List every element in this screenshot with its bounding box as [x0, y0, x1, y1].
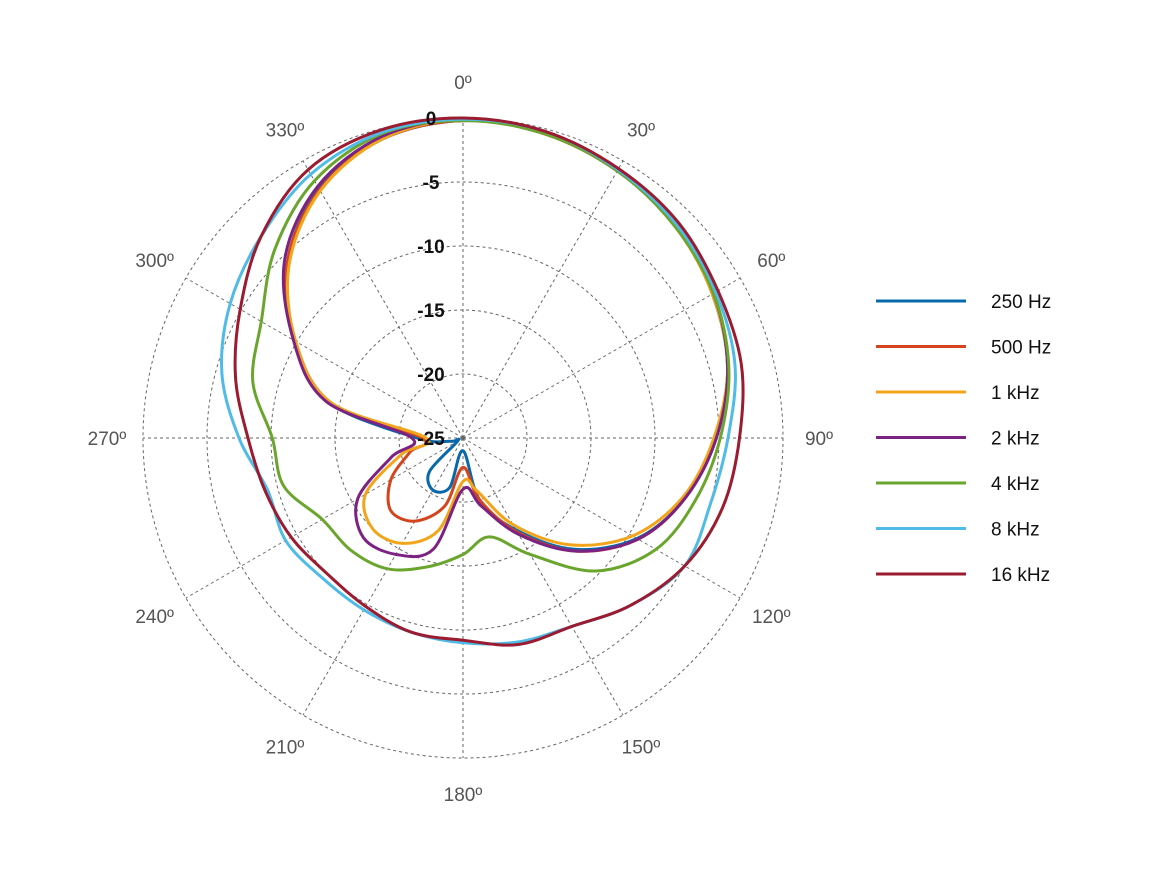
- legend-label: 500 Hz: [991, 338, 1051, 359]
- grid-circle: [398, 373, 528, 503]
- series-line-4-khz: [250, 119, 731, 573]
- grid-spoke: [462, 437, 741, 599]
- series-line-250-hz: [284, 119, 730, 552]
- grid-spoke: [185, 277, 464, 439]
- legend-item: 8 kHz: [876, 520, 1040, 541]
- legend: 250 Hz 500 Hz 1 kHz 2 kHz 4 kHz 8 kHz 16 kHz: [876, 292, 1051, 586]
- r-tick-label: -25: [417, 429, 445, 450]
- angle-tick-label: 210º: [266, 737, 305, 758]
- angle-tick-label: 90º: [805, 429, 833, 450]
- angle-tick-label: 0º: [454, 73, 472, 94]
- legend-label: 2 kHz: [991, 429, 1040, 450]
- series-line-16-khz: [233, 116, 745, 647]
- grid-spoke: [462, 437, 624, 716]
- series-line-500-hz: [284, 119, 730, 553]
- legend-label: 8 kHz: [991, 520, 1040, 541]
- legend-label: 250 Hz: [991, 292, 1051, 313]
- grid-spoke: [462, 160, 624, 439]
- legend-item: 1 kHz: [876, 383, 1040, 404]
- r-tick-label: -10: [417, 237, 444, 258]
- series-lines: [220, 116, 745, 647]
- grid-spoke: [302, 437, 464, 716]
- series-line-2-khz: [281, 117, 730, 559]
- legend-label: 16 kHz: [991, 565, 1050, 586]
- r-tick-label: -20: [417, 365, 444, 386]
- legend-item: 500 Hz: [876, 338, 1051, 359]
- radial-tick-labels: 0 -5 -10 -15 -20 -25: [417, 109, 445, 450]
- angle-tick-label: 270º: [88, 429, 127, 450]
- angle-tick-label: 120º: [752, 607, 791, 628]
- angle-tick-label: 150º: [622, 737, 661, 758]
- r-tick-label: -15: [417, 301, 445, 322]
- legend-item: 4 kHz: [876, 474, 1040, 495]
- angle-tick-label: 330º: [266, 121, 305, 142]
- series-line-1-khz: [286, 117, 730, 547]
- grid-spoke: [462, 277, 741, 439]
- angle-tick-label: 180º: [444, 785, 483, 806]
- legend-item: 250 Hz: [876, 292, 1051, 313]
- grid-spoke: [185, 437, 464, 599]
- grid-spoke: [302, 160, 464, 439]
- legend-item: 2 kHz: [876, 429, 1040, 450]
- angle-tick-label: 300º: [135, 251, 174, 272]
- legend-label: 1 kHz: [991, 383, 1040, 404]
- angle-tick-labels: 0º 30º 60º 90º 120º 150º 180º 210º 240º 270º 300º 3…: [88, 73, 833, 806]
- angle-tick-label: 60º: [757, 251, 785, 272]
- r-tick-label: 0: [426, 109, 437, 130]
- legend-label: 4 kHz: [991, 474, 1040, 495]
- angle-tick-label: 240º: [135, 607, 174, 628]
- series-line-8-khz: [220, 117, 737, 646]
- r-tick-label: -5: [423, 173, 440, 194]
- angle-tick-label: 30º: [627, 121, 655, 142]
- legend-item: 16 kHz: [876, 565, 1050, 586]
